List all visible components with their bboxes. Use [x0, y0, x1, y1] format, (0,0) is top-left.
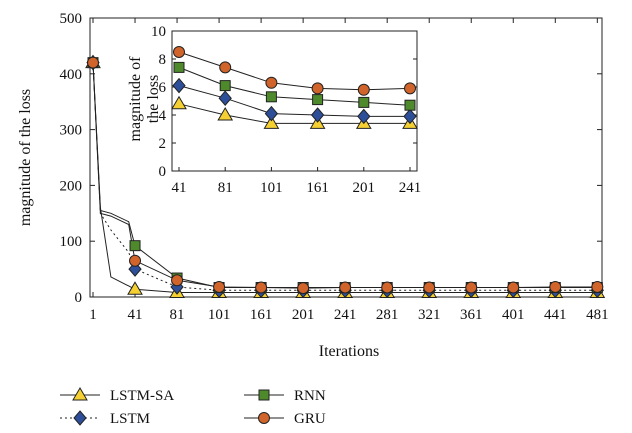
data-point-gru	[591, 280, 604, 293]
data-point-gru	[339, 281, 352, 294]
legend-item-lstm-sa: LSTM-SA	[60, 387, 174, 404]
inset-x-tick-label: 161	[306, 180, 329, 196]
inset-data-point-rnn	[358, 96, 370, 108]
legend-marker-circle	[258, 412, 270, 424]
inset-series-line-rnn	[178, 66, 411, 106]
data-point-gru	[507, 281, 520, 294]
y-tick-label: 400	[60, 67, 83, 83]
x-tick-label: 401	[502, 307, 525, 323]
data-point-gru	[549, 280, 562, 293]
series-line-gru	[92, 62, 598, 289]
inset-data-point-lstm	[264, 105, 279, 122]
x-axis-title: Iterations	[319, 343, 379, 360]
inset-y-tick-label: 2	[159, 136, 167, 152]
inset-data-point-lstm	[172, 77, 186, 94]
inset-y-axis-title: magnitude ofthe loss	[127, 56, 162, 142]
inset-data-point-lstm-sa	[263, 115, 280, 129]
inset-data-point-gru	[357, 83, 370, 96]
data-point-lstm-sa	[127, 281, 143, 295]
inset-series-line-lstm-sa	[178, 103, 410, 124]
inset-x-tick-label: 81	[218, 180, 233, 196]
inset-series-line-gru	[178, 51, 411, 91]
y-tick-label: 100	[60, 234, 83, 250]
legend-item-lstm: LSTM	[60, 410, 150, 427]
y-tick-label: 300	[60, 123, 83, 139]
x-tick-label: 321	[418, 307, 441, 323]
inset-plot-frame	[171, 30, 418, 172]
inset-plot: 0 2 4 6 8 10 41 81 101 161 201 241 magnitude ofthe l…	[127, 24, 421, 196]
data-point-gru	[297, 282, 310, 295]
x-tick-label: 81	[170, 307, 185, 323]
data-point-gru	[423, 281, 436, 294]
x-tick-label: 101	[208, 307, 231, 323]
x-tick-label: 241	[334, 307, 357, 323]
inset-y-axis-title-line1: magnitude of	[127, 56, 144, 142]
legend-label: LSTM	[110, 411, 150, 427]
inset-y-tick-label: 10	[151, 24, 166, 40]
inset-y-axis-title-line2: the loss	[145, 75, 162, 123]
y-tick-label: 0	[75, 290, 83, 306]
inset-data-point-gru	[404, 82, 416, 95]
inset-data-point-gru	[265, 76, 278, 89]
inset-data-point-lstm	[310, 107, 325, 123]
inset-data-point-lstm-sa	[171, 95, 187, 110]
inset-y-tick-label: 4	[159, 108, 167, 124]
inset-data-point-lstm-sa	[217, 107, 234, 121]
inset-data-point-rnn	[265, 91, 277, 103]
legend-marker-diamond	[73, 410, 87, 426]
legend-label: GRU	[294, 411, 326, 427]
legend: LSTM-SA LSTM RNN GRU	[60, 387, 326, 427]
inset-series-line-lstm	[178, 85, 410, 117]
inset-x-tick-label: 241	[399, 180, 422, 196]
inset-data-point-gru	[311, 82, 324, 95]
inset-y-tick-label: 0	[159, 164, 167, 180]
inset-y-tick-label: 8	[159, 52, 167, 68]
data-point-gru	[381, 281, 394, 294]
legend-item-gru: GRU	[244, 411, 326, 427]
inset-x-tick-label: 41	[172, 180, 187, 196]
x-tick-label: 1	[89, 307, 97, 323]
y-tick-label: 200	[60, 178, 83, 194]
data-point-gru	[465, 281, 478, 294]
y-axis-title: magnitude of the loss	[17, 89, 34, 226]
data-point-gru	[213, 280, 226, 293]
legend-marker-triangle	[72, 387, 88, 401]
inset-data-point-rnn	[404, 99, 416, 111]
inset-data-point-lstm	[403, 108, 417, 125]
data-point-gru	[129, 254, 142, 267]
inset-data-point-gru	[219, 61, 232, 74]
legend-item-rnn: RNN	[244, 388, 326, 404]
legend-label: LSTM-SA	[110, 388, 174, 404]
inset-data-point-lstm	[218, 90, 232, 106]
x-tick-label: 441	[544, 307, 567, 323]
x-tick-label: 41	[128, 307, 143, 323]
inset-y-tick-label: 6	[159, 80, 167, 96]
data-point-gru	[171, 274, 184, 287]
x-tick-label: 161	[250, 307, 273, 323]
x-tick-label: 281	[376, 307, 399, 323]
inset-x-tick-label: 101	[260, 180, 283, 196]
inset-data-point-rnn	[219, 80, 231, 92]
x-tick-label: 361	[460, 307, 483, 323]
data-point-gru	[255, 281, 268, 294]
y-tick-label: 500	[60, 11, 83, 27]
data-point-gru	[87, 56, 99, 69]
legend-marker-square	[258, 389, 270, 401]
legend-label: RNN	[294, 388, 326, 404]
inset-data-point-rnn	[173, 61, 185, 73]
x-tick-label: 481	[586, 307, 609, 323]
inset-data-point-gru	[173, 46, 185, 58]
inset-data-point-lstm	[357, 108, 371, 125]
x-tick-label: 201	[292, 307, 315, 323]
data-point-rnn	[129, 240, 141, 252]
inset-x-tick-label: 201	[353, 180, 376, 196]
inset-data-point-rnn	[312, 94, 324, 106]
